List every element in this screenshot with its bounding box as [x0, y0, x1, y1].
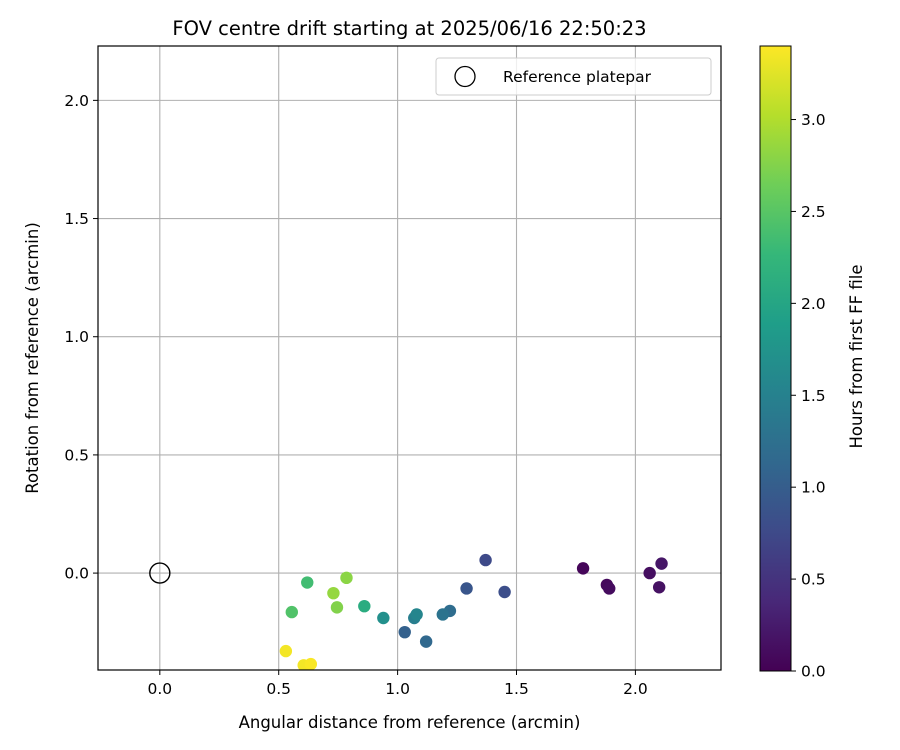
x-tick-label: 0.5 [266, 680, 291, 698]
data-point [603, 582, 616, 595]
y-tick-label: 1.0 [64, 328, 89, 346]
legend-marker-reference [454, 65, 476, 88]
x-tick-label: 0.0 [147, 680, 172, 698]
points [279, 553, 668, 670]
legend: Reference platepar [435, 57, 712, 96]
data-point [643, 566, 656, 580]
y-tick-label: 2.0 [64, 92, 89, 110]
legend-box [435, 57, 712, 96]
data-point [327, 586, 340, 600]
data-point [285, 605, 298, 619]
colorbar: 0.0 0.5 1.0 1.5 2.0 2.5 3.0 Hours from first F… [759, 45, 866, 681]
y-axis-label: Rotation from reference (arcmin) [23, 222, 42, 494]
data-point [655, 557, 668, 570]
x-tick-label: 2.0 [623, 680, 648, 698]
colorbar-tick-label: 2.5 [801, 203, 826, 221]
data-point [377, 611, 390, 625]
colorbar-label: Hours from first FF file [847, 264, 866, 448]
data-point [419, 635, 433, 648]
reference-layer [149, 562, 171, 584]
data-point [301, 576, 314, 589]
colorbar-tick-label: 1.0 [801, 479, 826, 497]
data-point [330, 601, 344, 614]
data-point [410, 608, 423, 621]
data-point [358, 599, 371, 613]
y-tick-label: 1.5 [64, 210, 89, 228]
grid [98, 46, 721, 670]
data-point [576, 562, 590, 575]
data-point [498, 585, 511, 599]
x-tick-label: 1.5 [504, 680, 529, 698]
reference-point [149, 562, 171, 584]
data-point [460, 582, 473, 595]
colorbar-tick-label: 1.5 [801, 387, 826, 405]
data-point [340, 571, 353, 585]
legend-label-reference: Reference platepar [503, 68, 652, 86]
colorbar-tick-label: 0.5 [801, 571, 826, 589]
data-point [398, 625, 411, 639]
colorbar-tick-label: 3.0 [801, 111, 826, 129]
plot-frame [97, 45, 722, 671]
y-tick-label: 0.0 [64, 565, 89, 583]
data-point [652, 581, 666, 594]
x-axis-label: Angular distance from reference (arcmin) [239, 713, 581, 732]
chart-title: FOV centre drift starting at 2025/06/16 … [172, 17, 646, 40]
colorbar-tick-label: 0.0 [801, 663, 826, 681]
data-point [436, 608, 449, 621]
colorbar-gradient [759, 45, 792, 672]
data-point [304, 657, 318, 670]
colorbar-ticks: 0.0 0.5 1.0 1.5 2.0 2.5 3.0 [791, 111, 826, 681]
colorbar-tick-label: 2.0 [801, 295, 826, 313]
x-tick-label: 1.0 [385, 680, 410, 698]
y-tick-label: 0.5 [64, 446, 89, 464]
axis-ticks: 0.0 0.5 1.0 1.5 2.0 0.0 0.5 1.0 1.5 2.0 [64, 92, 647, 698]
data-point [479, 553, 492, 567]
data-point [279, 644, 293, 658]
